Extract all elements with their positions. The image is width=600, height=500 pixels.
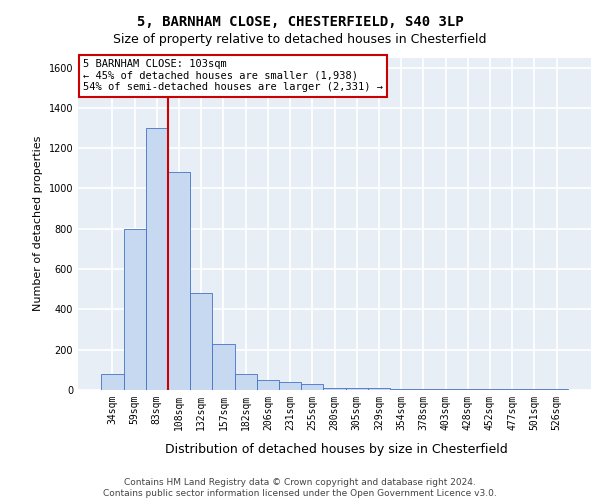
Bar	[545, 389, 568, 390]
Text: Size of property relative to detached houses in Chesterfield: Size of property relative to detached ho…	[113, 32, 487, 46]
Bar	[257, 380, 279, 390]
Bar	[434, 389, 457, 390]
Text: Distribution of detached houses by size in Chesterfield: Distribution of detached houses by size …	[164, 442, 508, 456]
Bar	[346, 388, 368, 390]
Text: 5, BARNHAM CLOSE, CHESTERFIELD, S40 3LP: 5, BARNHAM CLOSE, CHESTERFIELD, S40 3LP	[137, 15, 463, 29]
Bar	[101, 374, 124, 390]
Bar	[301, 384, 323, 390]
Bar	[190, 294, 212, 390]
Bar	[412, 389, 434, 390]
Bar	[390, 389, 412, 390]
Bar	[323, 388, 346, 390]
Bar	[279, 382, 301, 390]
Bar	[501, 389, 523, 390]
Text: Contains HM Land Registry data © Crown copyright and database right 2024.
Contai: Contains HM Land Registry data © Crown c…	[103, 478, 497, 498]
Bar	[124, 229, 146, 390]
Y-axis label: Number of detached properties: Number of detached properties	[33, 136, 43, 312]
Bar	[457, 389, 479, 390]
Bar	[368, 388, 390, 390]
Bar	[168, 172, 190, 390]
Bar	[235, 374, 257, 390]
Bar	[146, 128, 168, 390]
Bar	[479, 389, 501, 390]
Bar	[212, 344, 235, 390]
Text: 5 BARNHAM CLOSE: 103sqm
← 45% of detached houses are smaller (1,938)
54% of semi: 5 BARNHAM CLOSE: 103sqm ← 45% of detache…	[83, 59, 383, 92]
Bar	[523, 389, 545, 390]
